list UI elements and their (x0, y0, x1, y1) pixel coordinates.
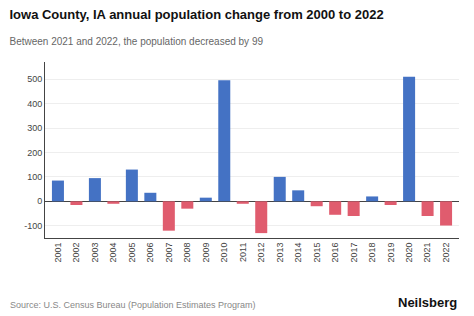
svg-text:200: 200 (27, 148, 42, 158)
svg-text:Source: U.S. Census Bureau (Po: Source: U.S. Census Bureau (Population E… (10, 300, 256, 310)
svg-text:Neilsberg: Neilsberg (398, 295, 457, 310)
svg-text:2008: 2008 (182, 243, 192, 263)
svg-text:2014: 2014 (293, 243, 303, 263)
svg-text:2005: 2005 (127, 243, 137, 263)
svg-text:2007: 2007 (164, 243, 174, 263)
svg-text:2006: 2006 (145, 243, 155, 263)
svg-text:-100: -100 (24, 221, 42, 231)
svg-text:2012: 2012 (256, 243, 266, 263)
svg-text:2020: 2020 (404, 243, 414, 263)
svg-text:2019: 2019 (386, 243, 396, 263)
svg-text:2010: 2010 (219, 243, 229, 263)
svg-text:2017: 2017 (349, 243, 359, 263)
svg-text:300: 300 (27, 123, 42, 133)
svg-text:2009: 2009 (201, 243, 211, 263)
svg-text:2002: 2002 (71, 243, 81, 263)
svg-text:2003: 2003 (90, 243, 100, 263)
svg-text:0: 0 (37, 196, 42, 206)
svg-text:100: 100 (27, 172, 42, 182)
svg-text:Between 2021 and 2022, the pop: Between 2021 and 2022, the population de… (9, 36, 263, 47)
svg-text:2015: 2015 (312, 243, 322, 263)
svg-text:500: 500 (27, 74, 42, 84)
svg-text:2016: 2016 (330, 243, 340, 263)
svg-text:2011: 2011 (238, 243, 248, 262)
svg-text:Iowa County, IA annual populat: Iowa County, IA annual population change… (9, 7, 383, 22)
svg-text:2001: 2001 (53, 243, 63, 263)
svg-text:2013: 2013 (275, 243, 285, 263)
svg-text:2004: 2004 (108, 243, 118, 263)
svg-text:2022: 2022 (441, 243, 451, 263)
svg-text:2021: 2021 (423, 243, 433, 263)
svg-text:400: 400 (27, 99, 42, 109)
svg-text:2018: 2018 (367, 243, 377, 263)
